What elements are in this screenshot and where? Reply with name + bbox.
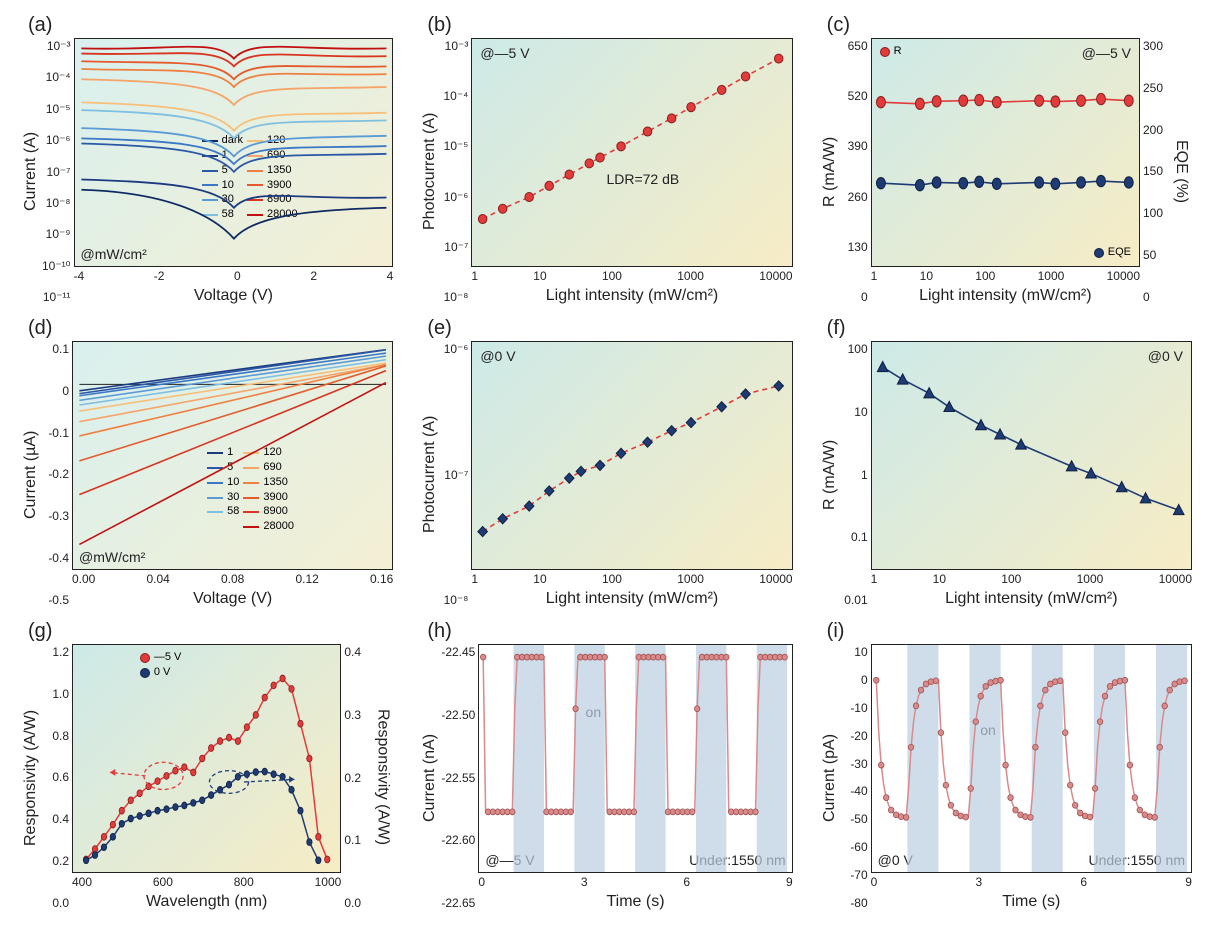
ylabel-f: R (mA/W): [819, 341, 841, 608]
plot-i: on @0 V Under:1550 nm: [871, 644, 1192, 873]
xticks-e: 110100100010000: [471, 570, 792, 586]
yticks2-g: 0.40.30.20.10.0: [341, 644, 371, 911]
panel-label-f: (f): [827, 317, 846, 340]
xlabel-b: Light intensity (mW/cm²): [471, 283, 792, 305]
xticks-b: 110100100010000: [471, 267, 792, 283]
figure-grid: (a) Current (A) 10⁻³10⁻⁴10⁻⁵10⁻⁶10⁻⁷10⁻⁸…: [20, 14, 1192, 911]
ylabel-h: Current (nA): [419, 644, 441, 911]
xticks-a: -4-2024: [74, 267, 394, 283]
ylabel-g: Responsivity (A/W): [20, 644, 42, 911]
ylabel-i: Current (pA): [819, 644, 841, 911]
xticks-d: 0.000.040.080.120.16: [72, 570, 393, 586]
plot-g: —5 V0 V: [72, 644, 341, 873]
plot-h: on @—5 V Under:1550 nm: [478, 644, 792, 873]
plot-d: @mW/cm² 11205690101350303900588900 28000: [72, 341, 393, 570]
xticks-i: 0369: [871, 873, 1192, 889]
panel-label-d: (d): [28, 317, 52, 340]
yticks-i: 100-10-20-30-40-50-60-70-80: [841, 644, 871, 911]
panel-e: (e) Photocurrent (A) 10⁻⁶10⁻⁷10⁻⁸ @0 V 1…: [419, 317, 792, 608]
panel-label-g: (g): [28, 620, 52, 643]
panel-label-c: (c): [827, 14, 850, 37]
plot-e: @0 V: [471, 341, 792, 570]
xticks-h: 0369: [478, 873, 792, 889]
xlabel-i: Time (s): [871, 889, 1192, 911]
panel-d: (d) Current (µA) 0.10-0.1-0.2-0.3-0.4-0.…: [20, 317, 393, 608]
panel-label-i: (i): [827, 620, 845, 643]
xlabel-d: Voltage (V): [72, 586, 393, 608]
panel-b: (b) Photocurrent (A) 10⁻³10⁻⁴10⁻⁵10⁻⁶10⁻…: [419, 14, 792, 305]
yticks2-c: 300250200150100500: [1140, 38, 1170, 305]
xlabel-h: Time (s): [478, 889, 792, 911]
ylabel-b: Photocurrent (A): [419, 38, 441, 305]
xlabel-c: Light intensity (mW/cm²): [871, 283, 1140, 305]
panel-label-h: (h): [427, 620, 451, 643]
panel-label-a: (a): [28, 14, 52, 37]
ylabel-a: Current (A): [20, 38, 42, 305]
ylabel2-g: Responsivity (A/W): [371, 644, 393, 911]
panel-f: (f) R (mA/W) 1001010.10.01 @0 V 11010010…: [819, 317, 1192, 608]
xlabel-g: Wavelength (nm): [72, 889, 341, 911]
yticks-d: 0.10-0.1-0.2-0.3-0.4-0.5: [42, 341, 72, 608]
yticks-b: 10⁻³10⁻⁴10⁻⁵10⁻⁶10⁻⁷10⁻⁸: [441, 38, 471, 305]
xticks-c: 110100100010000: [871, 267, 1140, 283]
panel-g: (g) Responsivity (A/W) 1.21.00.80.60.40.…: [20, 620, 393, 911]
panel-a: (a) Current (A) 10⁻³10⁻⁴10⁻⁵10⁻⁶10⁻⁷10⁻⁸…: [20, 14, 393, 305]
ylabel2-c: EQE (%): [1170, 38, 1192, 305]
panel-label-e: (e): [427, 317, 451, 340]
yticks-a: 10⁻³10⁻⁴10⁻⁵10⁻⁶10⁻⁷10⁻⁸10⁻⁹10⁻¹⁰10⁻¹¹: [42, 38, 74, 305]
yticks-g: 1.21.00.80.60.40.20.0: [42, 644, 72, 911]
xticks-g: 4006008001000: [72, 873, 341, 889]
panel-i: (i) Current (pA) 100-10-20-30-40-50-60-7…: [819, 620, 1192, 911]
xlabel-a: Voltage (V): [74, 283, 394, 305]
xlabel-e: Light intensity (mW/cm²): [471, 586, 792, 608]
yticks-c: 6505203902601300: [841, 38, 871, 305]
yticks-h: -22.45-22.50-22.55-22.60-22.65: [441, 644, 478, 911]
plot-c: @—5 V R EQE: [871, 38, 1140, 267]
ylabel-e: Photocurrent (A): [419, 341, 441, 608]
plot-b: @—5 V LDR=72 dB: [471, 38, 792, 267]
plot-a: @mW/cm² dark1201690513501039003089005828…: [74, 38, 394, 267]
xticks-f: 110100100010000: [871, 570, 1192, 586]
panel-c: (c) R (mA/W) 6505203902601300 @—5 V R EQ…: [819, 14, 1192, 305]
xlabel-f: Light intensity (mW/cm²): [871, 586, 1192, 608]
yticks-f: 1001010.10.01: [841, 341, 871, 608]
panel-label-b: (b): [427, 14, 451, 37]
ylabel-c: R (mA/W): [819, 38, 841, 305]
ylabel-d: Current (µA): [20, 341, 42, 608]
panel-h: (h) Current (nA) -22.45-22.50-22.55-22.6…: [419, 620, 792, 911]
yticks-e: 10⁻⁶10⁻⁷10⁻⁸: [441, 341, 471, 608]
plot-f: @0 V: [871, 341, 1192, 570]
